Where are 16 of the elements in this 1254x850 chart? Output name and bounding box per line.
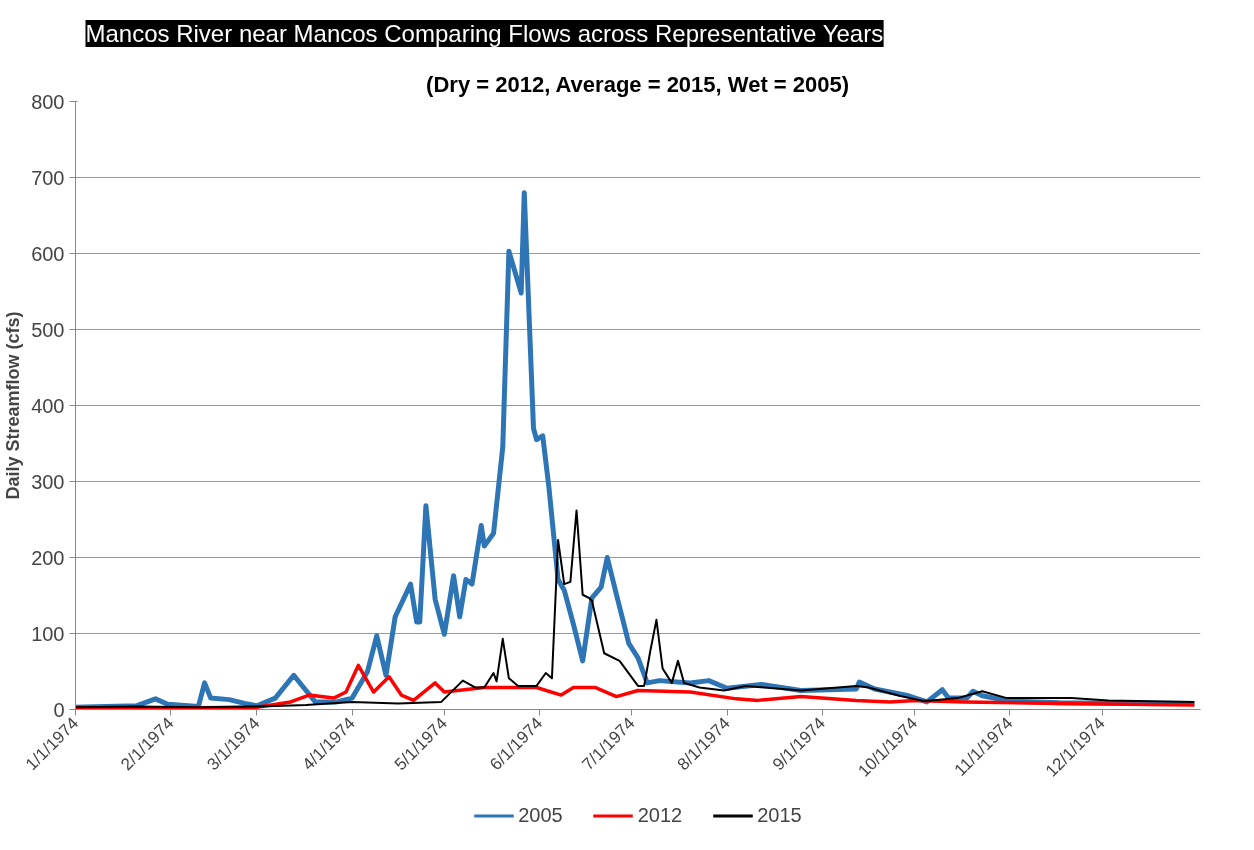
y-tick-label: 700 — [31, 166, 65, 189]
y-tick-label: 300 — [31, 470, 65, 493]
legend-label: 2005 — [518, 803, 563, 827]
chart-subtitle: (Dry = 2012, Average = 2015, Wet = 2005) — [426, 71, 850, 97]
line-series — [75, 509, 1196, 709]
y-tick-label: 800 — [31, 90, 65, 113]
y-tick-label: 100 — [31, 622, 65, 645]
y-tick-label: 600 — [31, 242, 65, 265]
chart-title: Mancos River near Mancos Comparing Flows across Representative Years — [85, 20, 884, 47]
y-tick-label: 0 — [53, 698, 65, 721]
legend-label: 2012 — [637, 803, 683, 827]
y-tick-label: 400 — [31, 394, 65, 417]
legend-label: 2015 — [757, 803, 802, 827]
y-axis-title: Daily Streamflow (cfs) — [3, 311, 24, 500]
y-tick-label: 500 — [31, 318, 65, 341]
y-tick-label: 200 — [31, 546, 65, 569]
